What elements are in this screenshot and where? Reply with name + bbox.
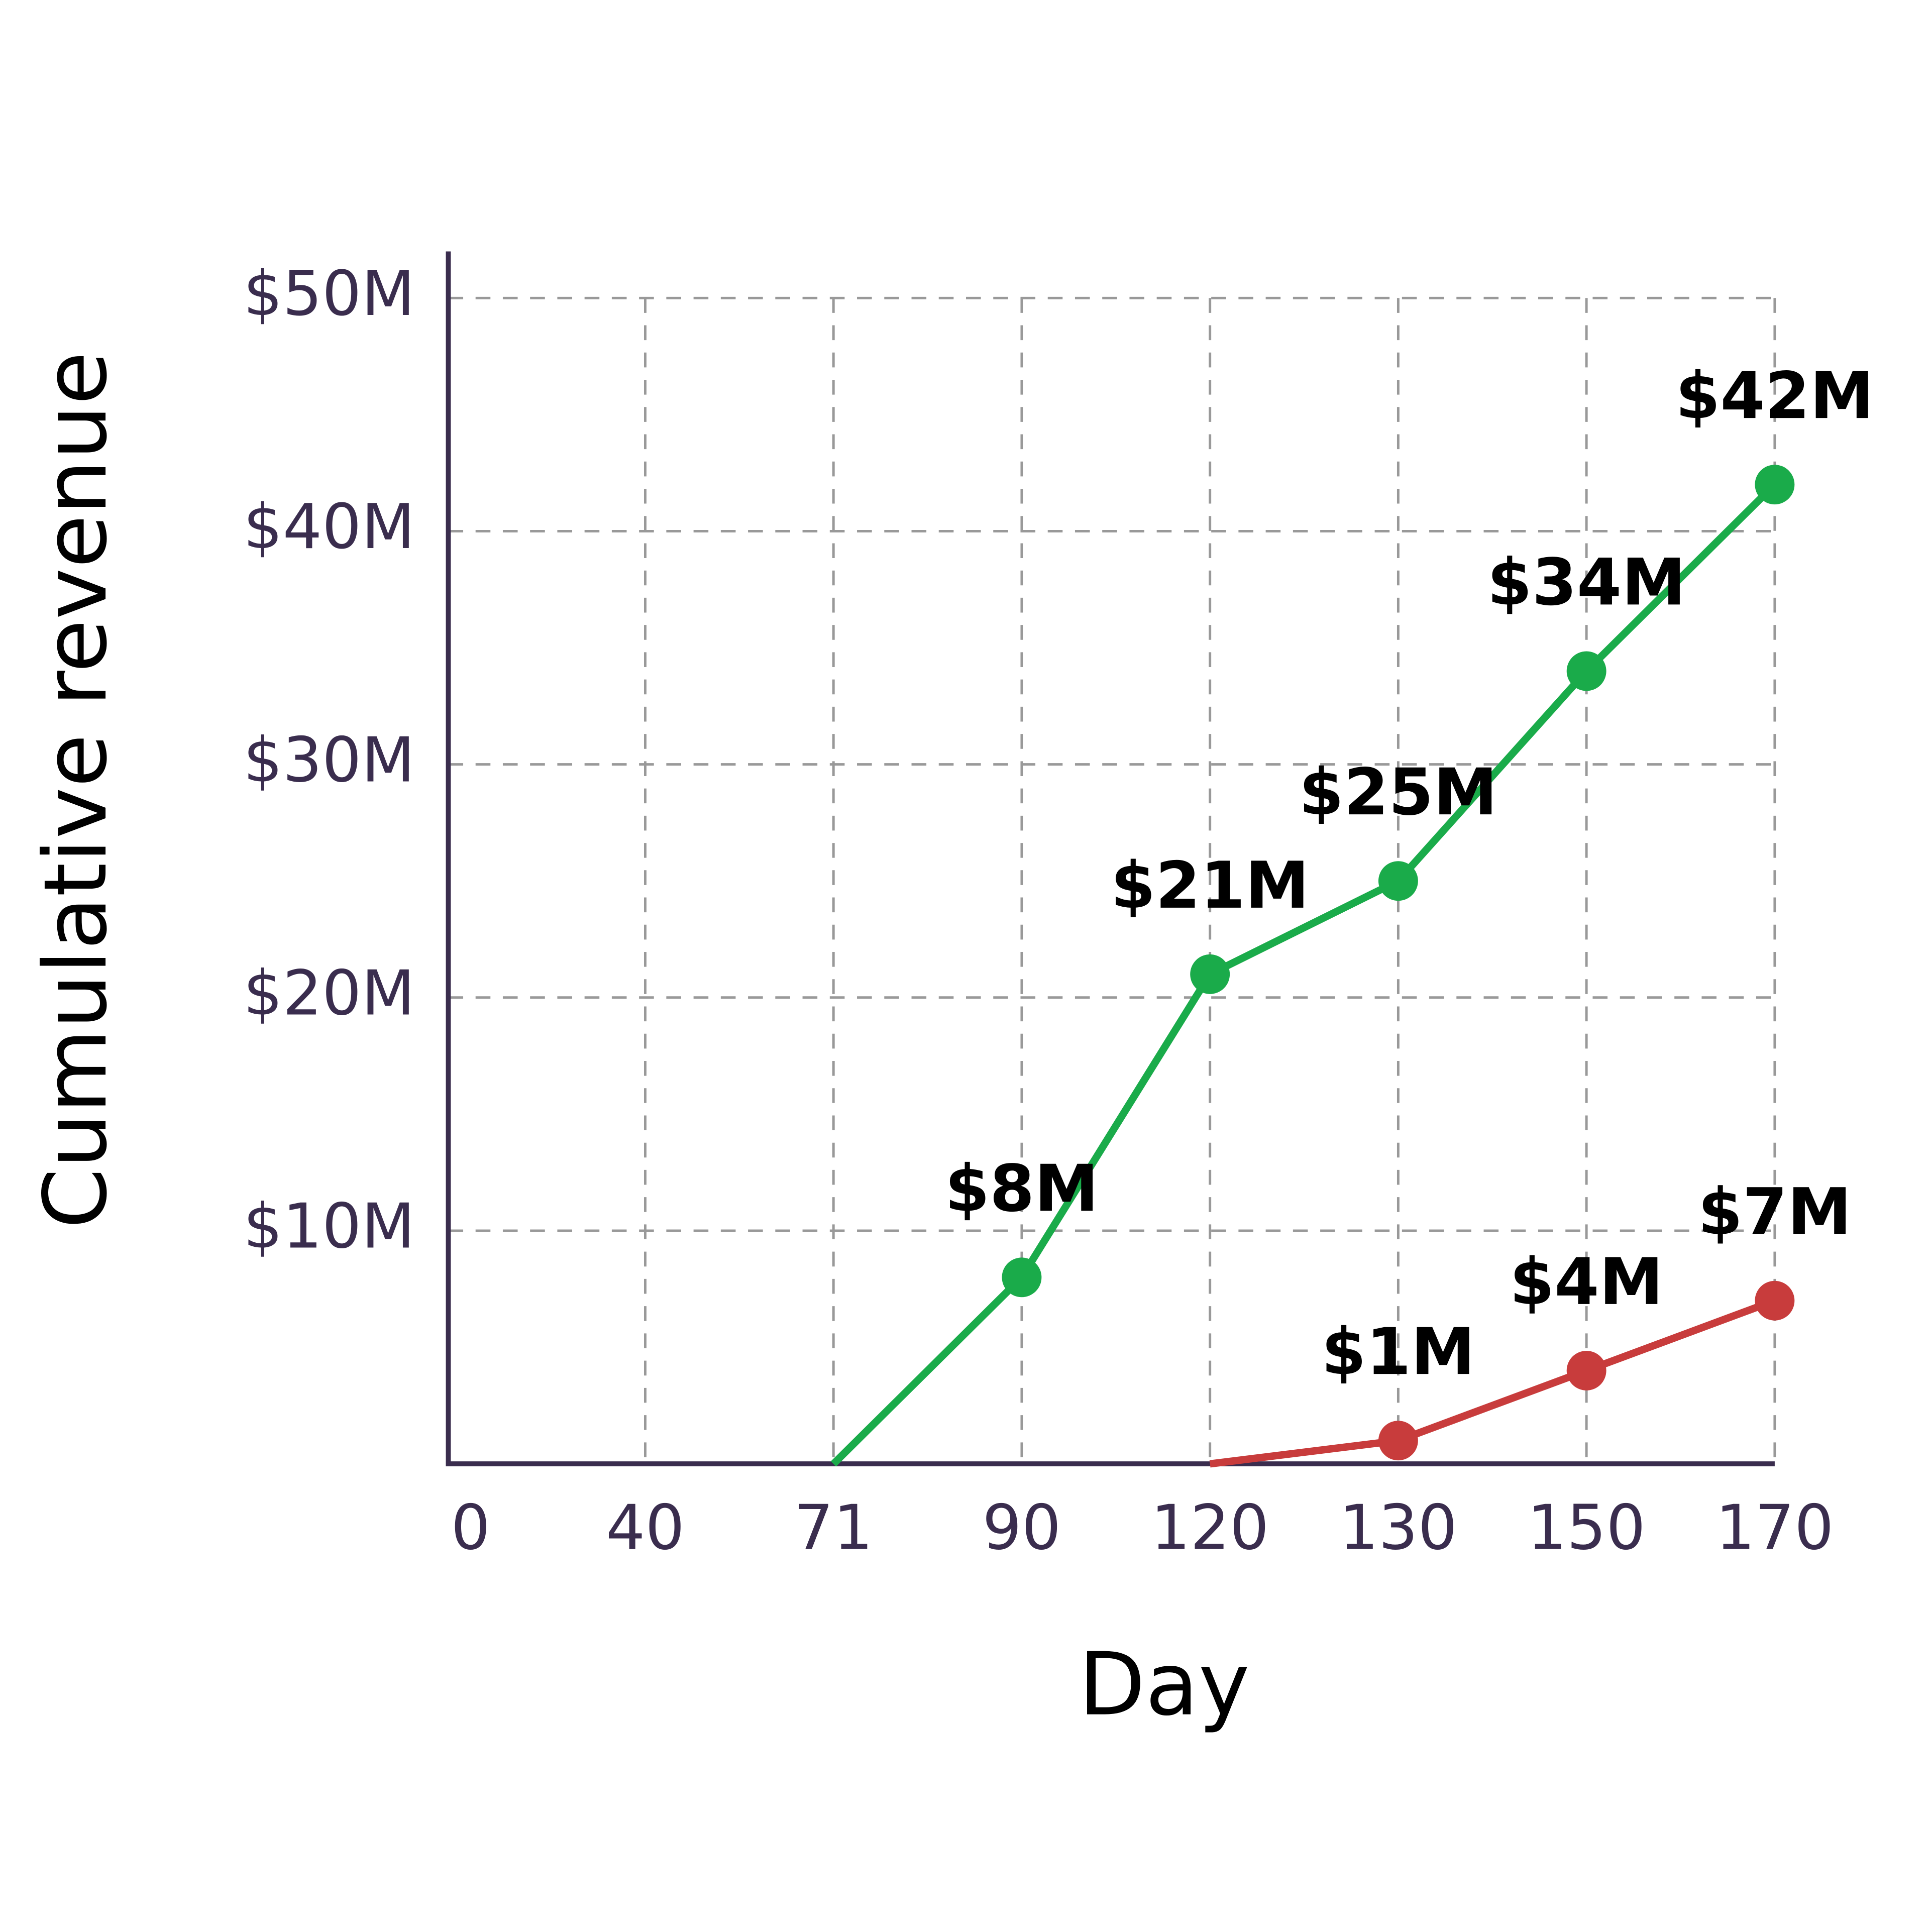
x-tick-label: 130: [1339, 1492, 1457, 1564]
y-tick-label: $50M: [243, 258, 415, 330]
data-label: $25M: [1299, 755, 1497, 830]
y-tick-label: $20M: [243, 957, 415, 1029]
x-tick-label: 90: [983, 1492, 1061, 1564]
x-axis-title: Day: [1079, 1634, 1250, 1735]
data-label: $8M: [945, 1151, 1099, 1226]
data-label: $21M: [1111, 848, 1309, 923]
data-point: [1378, 861, 1418, 901]
data-point: [1566, 651, 1606, 691]
data-label: $42M: [1675, 359, 1874, 434]
data-point: [1755, 465, 1795, 505]
data-point: [1566, 1350, 1606, 1390]
y-tick-label: $40M: [243, 491, 415, 563]
data-point: [1755, 1280, 1795, 1321]
data-label: $7M: [1698, 1175, 1852, 1250]
series-line: [1209, 1297, 1776, 1468]
x-tick-label: 0: [451, 1492, 490, 1564]
y-tick-label: $30M: [243, 724, 415, 796]
x-tick-label: 40: [606, 1492, 685, 1564]
series-line: [830, 482, 1778, 1467]
data-point: [1002, 1257, 1042, 1298]
x-tick-label: 120: [1151, 1492, 1269, 1564]
x-tick-label: 150: [1528, 1492, 1646, 1564]
data-label: $4M: [1510, 1245, 1663, 1320]
x-tick-label: 71: [794, 1492, 873, 1564]
y-tick-label: $10M: [243, 1191, 415, 1263]
data-point: [1378, 1421, 1418, 1461]
x-tick-label: 170: [1715, 1492, 1834, 1564]
data-label: $34M: [1487, 545, 1686, 620]
data-label: $1M: [1321, 1315, 1475, 1389]
data-point: [1190, 954, 1230, 994]
y-axis-title: Cumulative revenue: [25, 352, 126, 1229]
